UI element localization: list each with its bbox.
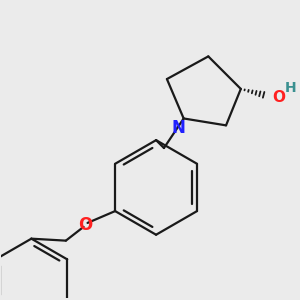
Text: H: H (285, 81, 297, 95)
Text: O: O (272, 90, 285, 105)
Text: N: N (172, 119, 186, 137)
Text: O: O (78, 216, 93, 234)
